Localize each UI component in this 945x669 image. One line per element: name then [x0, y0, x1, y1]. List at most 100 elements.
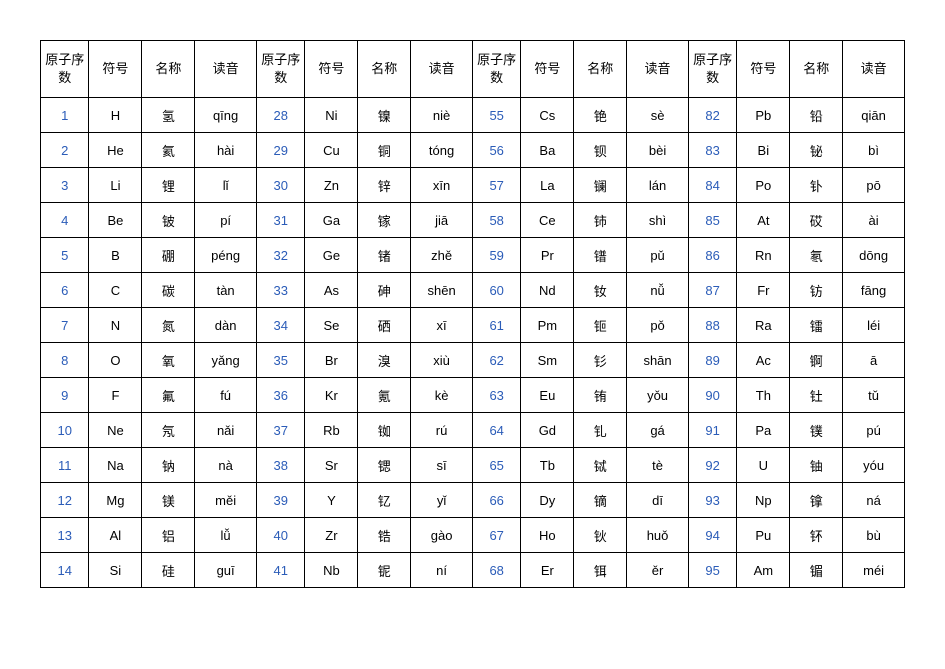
atomic-number-cell: 92	[688, 448, 736, 483]
name-cell: 氢	[142, 98, 195, 133]
atomic-number-cell: 67	[472, 518, 520, 553]
pronunciation-cell: hài	[195, 133, 257, 168]
name-cell: 锂	[142, 168, 195, 203]
symbol-cell: N	[89, 308, 142, 343]
atomic-number-cell: 65	[472, 448, 520, 483]
pronunciation-cell: bèi	[627, 133, 689, 168]
atomic-number-cell: 11	[41, 448, 89, 483]
symbol-cell: Bi	[737, 133, 790, 168]
pronunciation-cell: ná	[843, 483, 905, 518]
pronunciation-cell: xiù	[411, 343, 473, 378]
symbol-cell: Pm	[521, 308, 574, 343]
pronunciation-cell: zhě	[411, 238, 473, 273]
symbol-cell: Po	[737, 168, 790, 203]
name-cell: 铷	[358, 413, 411, 448]
atomic-number-cell: 64	[472, 413, 520, 448]
pronunciation-cell: qiān	[843, 98, 905, 133]
atomic-number-cell: 82	[688, 98, 736, 133]
name-cell: 砷	[358, 273, 411, 308]
header-symbol: 符号	[305, 41, 358, 98]
atomic-number-cell: 68	[472, 553, 520, 588]
name-cell: 铀	[790, 448, 843, 483]
atomic-number-cell: 5	[41, 238, 89, 273]
name-cell: 钕	[574, 273, 627, 308]
pronunciation-cell: yǎng	[195, 343, 257, 378]
atomic-number-cell: 95	[688, 553, 736, 588]
name-cell: 钋	[790, 168, 843, 203]
pronunciation-cell: kè	[411, 378, 473, 413]
name-cell: 铌	[358, 553, 411, 588]
atomic-number-cell: 8	[41, 343, 89, 378]
name-cell: 碳	[142, 273, 195, 308]
header-name: 名称	[358, 41, 411, 98]
pronunciation-cell: méi	[843, 553, 905, 588]
name-cell: 硅	[142, 553, 195, 588]
name-cell: 钡	[574, 133, 627, 168]
symbol-cell: Ce	[521, 203, 574, 238]
atomic-number-cell: 93	[688, 483, 736, 518]
pronunciation-cell: dī	[627, 483, 689, 518]
header-symbol: 符号	[521, 41, 574, 98]
symbol-cell: Se	[305, 308, 358, 343]
name-cell: 氦	[142, 133, 195, 168]
name-cell: 铯	[574, 98, 627, 133]
header-name: 名称	[574, 41, 627, 98]
symbol-cell: Zr	[305, 518, 358, 553]
atomic-number-cell: 60	[472, 273, 520, 308]
pronunciation-cell: gào	[411, 518, 473, 553]
atomic-number-cell: 40	[256, 518, 304, 553]
pronunciation-cell: dàn	[195, 308, 257, 343]
symbol-cell: Be	[89, 203, 142, 238]
name-cell: 铋	[790, 133, 843, 168]
name-cell: 锶	[358, 448, 411, 483]
pronunciation-cell: pǔ	[627, 238, 689, 273]
name-cell: 镤	[790, 413, 843, 448]
symbol-cell: Ra	[737, 308, 790, 343]
symbol-cell: Pb	[737, 98, 790, 133]
name-cell: 硒	[358, 308, 411, 343]
name-cell: 氪	[358, 378, 411, 413]
pronunciation-cell: yǒu	[627, 378, 689, 413]
table-row: 9F氟fú36Kr氪kè63Eu铕yǒu90Th钍tǔ	[41, 378, 905, 413]
symbol-cell: Nb	[305, 553, 358, 588]
pronunciation-cell: yóu	[843, 448, 905, 483]
symbol-cell: Ga	[305, 203, 358, 238]
atomic-number-cell: 13	[41, 518, 89, 553]
name-cell: 镝	[574, 483, 627, 518]
atomic-number-cell: 41	[256, 553, 304, 588]
symbol-cell: Ni	[305, 98, 358, 133]
name-cell: 镅	[790, 553, 843, 588]
name-cell: 镧	[574, 168, 627, 203]
table-row: 1H氢qīng28Ni镍niè55Cs铯sè82Pb铅qiān	[41, 98, 905, 133]
atomic-number-cell: 36	[256, 378, 304, 413]
atomic-number-cell: 88	[688, 308, 736, 343]
atomic-number-cell: 63	[472, 378, 520, 413]
pronunciation-cell: rú	[411, 413, 473, 448]
header-atomic-number: 原子序数	[688, 41, 736, 98]
name-cell: 砹	[790, 203, 843, 238]
pronunciation-cell: huǒ	[627, 518, 689, 553]
pronunciation-cell: péng	[195, 238, 257, 273]
atomic-number-cell: 4	[41, 203, 89, 238]
atomic-number-cell: 7	[41, 308, 89, 343]
name-cell: 铒	[574, 553, 627, 588]
name-cell: 钍	[790, 378, 843, 413]
atomic-number-cell: 86	[688, 238, 736, 273]
table-row: 5B硼péng32Ge锗zhě59Pr镨pǔ86Rn氡dōng	[41, 238, 905, 273]
symbol-cell: Mg	[89, 483, 142, 518]
name-cell: 铝	[142, 518, 195, 553]
atomic-number-cell: 30	[256, 168, 304, 203]
symbol-cell: Ge	[305, 238, 358, 273]
pronunciation-cell: pú	[843, 413, 905, 448]
table-row: 10Ne氖nǎi37Rb铷rú64Gd钆gá91Pa镤pú	[41, 413, 905, 448]
name-cell: 镭	[790, 308, 843, 343]
atomic-number-cell: 31	[256, 203, 304, 238]
symbol-cell: Cs	[521, 98, 574, 133]
table-row: 11Na钠nà38Sr锶sī65Tb铽tè92U铀yóu	[41, 448, 905, 483]
name-cell: 钚	[790, 518, 843, 553]
pronunciation-cell: ěr	[627, 553, 689, 588]
pronunciation-cell: lán	[627, 168, 689, 203]
atomic-number-cell: 87	[688, 273, 736, 308]
symbol-cell: Eu	[521, 378, 574, 413]
pronunciation-cell: qīng	[195, 98, 257, 133]
